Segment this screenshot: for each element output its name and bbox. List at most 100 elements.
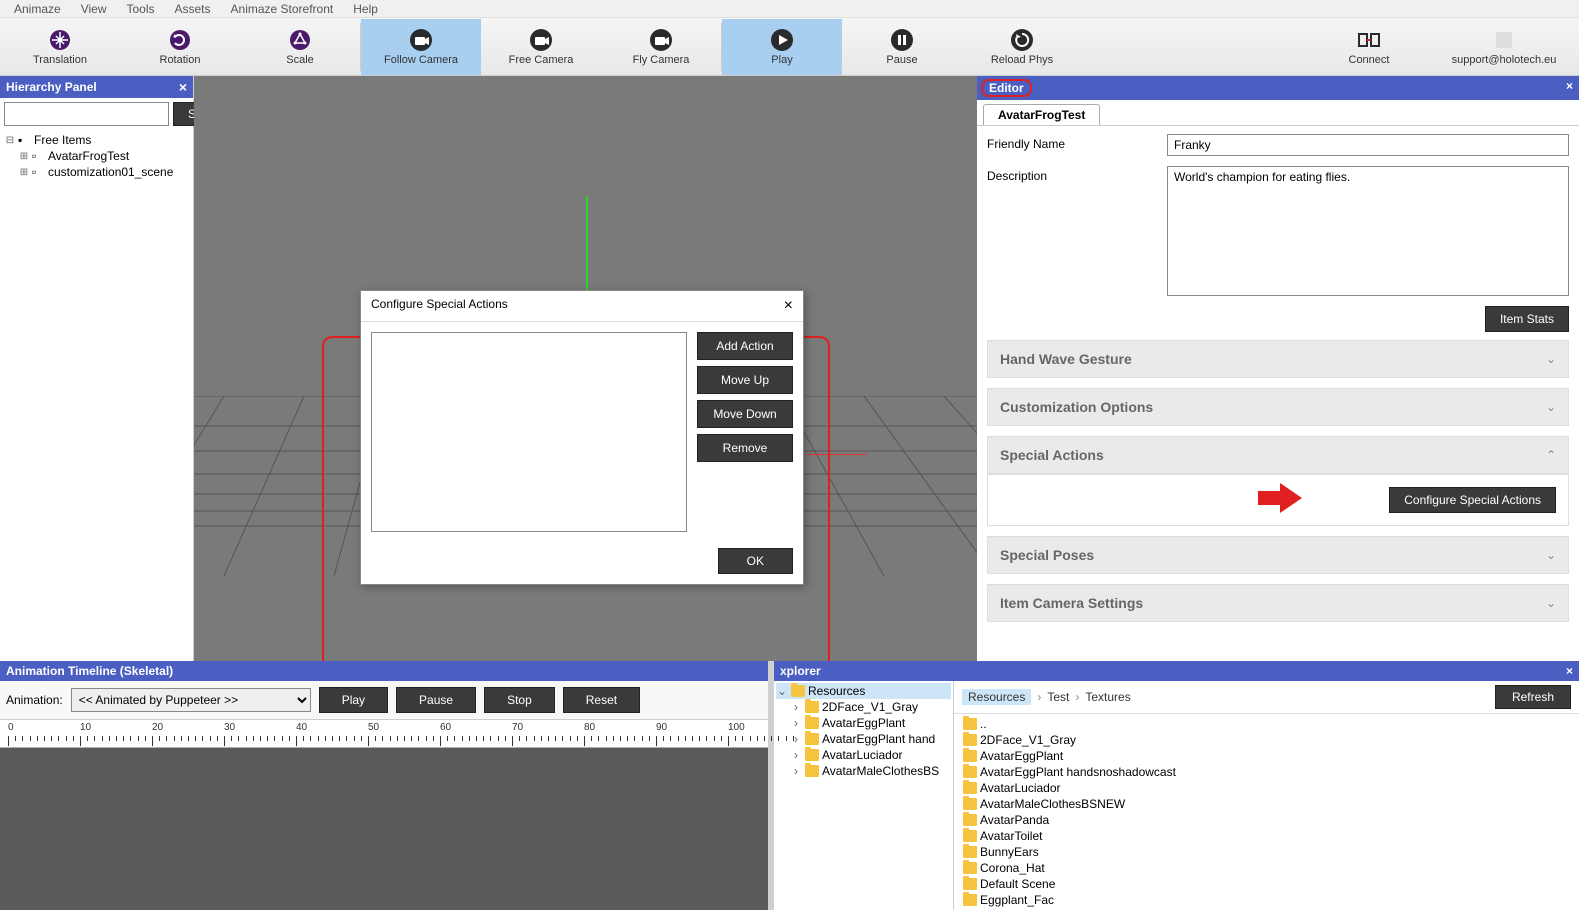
file-item[interactable]: AvatarEggPlant (958, 748, 1178, 764)
play-icon (770, 28, 794, 52)
timeline-track[interactable] (0, 748, 768, 910)
remove-button[interactable]: Remove (697, 434, 793, 462)
accordion-label: Special Poses (1000, 547, 1094, 563)
play-button[interactable]: Play (319, 687, 388, 713)
crumb[interactable]: Resources (962, 689, 1031, 705)
hierarchy-search-input[interactable] (4, 102, 169, 126)
menu-storefront[interactable]: Animaze Storefront (221, 2, 344, 16)
file-item[interactable]: BunnyEars (958, 844, 1178, 860)
crumb[interactable]: Textures (1085, 690, 1130, 704)
menu-view[interactable]: View (71, 2, 117, 16)
tool-free-camera[interactable]: Free Camera (481, 19, 601, 75)
file-item[interactable]: Corona_Hat (958, 860, 1178, 876)
tab-avatar[interactable]: AvatarFrogTest (983, 104, 1100, 125)
close-icon[interactable]: × (1566, 79, 1573, 97)
tree-label: AvatarLuciador (822, 748, 903, 762)
file-item[interactable]: .. (958, 716, 1178, 732)
file-item[interactable]: AvatarToilet (958, 828, 1178, 844)
reset-button[interactable]: Reset (563, 687, 640, 713)
tree-item[interactable]: ›AvatarEggPlant (776, 715, 951, 731)
timeline-ruler[interactable]: 0102030405060708090100 (0, 720, 768, 748)
tree-item[interactable]: ›AvatarLuciador (776, 747, 951, 763)
chevron-down-icon: ⌄ (1546, 596, 1556, 610)
close-icon[interactable]: × (1566, 664, 1573, 678)
move-up-button[interactable]: Move Up (697, 366, 793, 394)
file-item[interactable]: AvatarMaleClothesBSNEW (958, 796, 1178, 812)
tree-item[interactable]: ›AvatarMaleClothesBS (776, 763, 951, 779)
file-label: AvatarEggPlant (980, 749, 1063, 763)
file-label: Eggplant_Fac (980, 893, 1054, 907)
menu-help[interactable]: Help (343, 2, 388, 16)
folder-icon (963, 846, 977, 858)
rotation-icon (168, 28, 192, 52)
file-item[interactable]: Eggplant_Fac (958, 892, 1178, 908)
configure-special-actions-button[interactable]: Configure Special Actions (1389, 487, 1556, 513)
accordion-label: Customization Options (1000, 399, 1153, 415)
editor-tabs: AvatarFrogTest (977, 100, 1579, 126)
tool-translation[interactable]: Translation (0, 19, 120, 75)
tool-pause[interactable]: Pause (842, 19, 962, 75)
tool-label: Fly Camera (633, 54, 690, 66)
accordion-label: Hand Wave Gesture (1000, 351, 1132, 367)
menu-animaze[interactable]: Animaze (4, 2, 71, 16)
description-input[interactable] (1167, 166, 1569, 296)
tool-fly-camera[interactable]: Fly Camera (601, 19, 721, 75)
file-item[interactable]: 2DFace_V1_Gray (958, 732, 1178, 748)
tool-scale[interactable]: Scale (240, 19, 360, 75)
menu-assets[interactable]: Assets (165, 2, 221, 16)
accordion-special-actions[interactable]: Special Actions ⌃ (987, 436, 1569, 474)
menu-tools[interactable]: Tools (116, 2, 164, 16)
editor-panel: Editor × AvatarFrogTest Friendly Name De… (977, 76, 1579, 661)
accordion-special-poses[interactable]: Special Poses ⌄ (987, 536, 1569, 574)
ruler-tick: 10 (80, 722, 91, 733)
close-icon[interactable]: × (784, 297, 793, 315)
accordion-customization[interactable]: Customization Options ⌄ (987, 388, 1569, 426)
ok-button[interactable]: OK (718, 548, 793, 574)
file-item[interactable]: AvatarPanda (958, 812, 1178, 828)
file-label: 2DFace_V1_Gray (980, 733, 1076, 747)
tree-item[interactable]: ⊞▫ customization01_scene (4, 164, 189, 180)
file-item[interactable]: AvatarLuciador (958, 780, 1178, 796)
close-icon[interactable]: × (179, 79, 187, 95)
ruler-tick: 30 (224, 722, 235, 733)
accordion-hand-wave[interactable]: Hand Wave Gesture ⌄ (987, 340, 1569, 378)
tool-follow-camera[interactable]: Follow Camera (361, 19, 481, 75)
tool-reload-phys[interactable]: Reload Phys (962, 19, 1082, 75)
tool-play[interactable]: Play (722, 19, 842, 75)
pause-icon (890, 28, 914, 52)
tool-rotation[interactable]: Rotation (120, 19, 240, 75)
toolbar: TranslationRotationScaleFollow Camera Fre… (0, 18, 1579, 76)
folder-icon (791, 685, 805, 697)
tree-item[interactable]: ›AvatarEggPlant hand (776, 731, 951, 747)
file-item[interactable]: Default Scene (958, 876, 1178, 892)
file-label: Default Scene (980, 877, 1055, 891)
tool-label: Free Camera (509, 54, 574, 66)
tree-item[interactable]: ›2DFace_V1_Gray (776, 699, 951, 715)
stop-button[interactable]: Stop (484, 687, 555, 713)
file-item[interactable]: AvatarEggPlant handsnoshadowcast (958, 764, 1178, 780)
chevron-down-icon: ⌄ (1546, 352, 1556, 366)
folder-icon (963, 862, 977, 874)
tree-root[interactable]: ⊟▪ Free Items (4, 132, 189, 148)
refresh-button[interactable]: Refresh (1495, 685, 1571, 709)
chevron-down-icon: ⌄ (1546, 548, 1556, 562)
friendly-name-input[interactable] (1167, 134, 1569, 156)
move-down-button[interactable]: Move Down (697, 400, 793, 428)
crumb[interactable]: Test (1047, 690, 1069, 704)
pause-button[interactable]: Pause (396, 687, 476, 713)
item-stats-button[interactable]: Item Stats (1485, 306, 1569, 332)
tree-item[interactable]: ⊞▫ AvatarFrogTest (4, 148, 189, 164)
support-link[interactable]: support@holotech.eu (1429, 19, 1579, 75)
dialog-title: Configure Special Actions (371, 297, 508, 315)
accordion-camera-settings[interactable]: Item Camera Settings ⌄ (987, 584, 1569, 622)
tree-root[interactable]: ⌄ Resources (776, 683, 951, 699)
file-label: BunnyEars (980, 845, 1039, 859)
folder-icon (963, 830, 977, 842)
actions-listbox[interactable] (371, 332, 687, 532)
add-action-button[interactable]: Add Action (697, 332, 793, 360)
tree-root-label: Free Items (34, 133, 91, 147)
scale-icon (288, 28, 312, 52)
connect-button[interactable]: Connect (1309, 19, 1429, 75)
animation-select[interactable]: << Animated by Puppeteer >> (71, 688, 311, 712)
tool-label: Play (771, 54, 792, 66)
